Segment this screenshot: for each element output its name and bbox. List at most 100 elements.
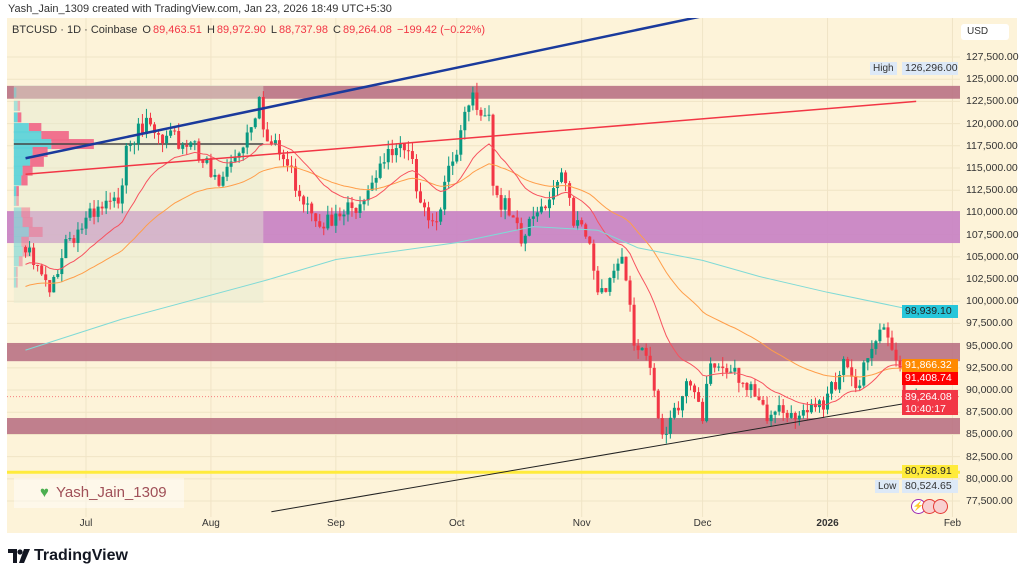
- candle-body: [153, 124, 157, 134]
- candle-body: [737, 367, 741, 383]
- volume-profile-up-bar: [13, 207, 22, 218]
- candle-body: [854, 376, 858, 389]
- candle-body: [253, 118, 257, 128]
- candle-body: [233, 157, 237, 162]
- candle-body: [181, 144, 185, 149]
- volume-profile-up-bar: [13, 217, 23, 228]
- candle-body: [551, 188, 555, 200]
- us-flag-event-icon[interactable]: [933, 499, 948, 514]
- chart-panel[interactable]: [7, 18, 1017, 533]
- candle-body: [201, 160, 205, 163]
- candle-body: [165, 135, 169, 144]
- candle-body: [302, 196, 306, 205]
- candle-body: [398, 143, 402, 149]
- candle-body: [306, 203, 310, 205]
- candle-body: [499, 195, 503, 210]
- candle-body: [826, 393, 830, 410]
- candle-body: [402, 143, 406, 151]
- candle-body: [217, 174, 221, 186]
- candle-body: [705, 383, 709, 422]
- candle-body: [294, 166, 298, 191]
- candle-body: [491, 114, 495, 186]
- candle-body: [249, 127, 253, 133]
- candle-body: [572, 197, 576, 226]
- candle-body: [310, 203, 314, 214]
- candle-body: [709, 363, 713, 384]
- currency-button[interactable]: USD: [961, 24, 1009, 40]
- candle-body: [846, 358, 850, 368]
- candle-body: [286, 159, 289, 166]
- candle-body: [898, 360, 902, 368]
- candle-body: [862, 362, 866, 386]
- candle-body: [801, 410, 805, 416]
- candle-body: [423, 202, 427, 208]
- candle-body: [834, 382, 838, 390]
- candle-body: [644, 347, 648, 356]
- candle-body: [809, 403, 813, 413]
- candle-body: [721, 366, 725, 369]
- candle-body: [96, 206, 100, 217]
- candle-body: [290, 165, 294, 167]
- candle-body: [366, 190, 370, 201]
- candle-body: [44, 274, 48, 281]
- volume-profile-down-bar: [32, 147, 48, 158]
- volume-profile-down-bar: [22, 165, 33, 176]
- candle-body: [588, 236, 592, 244]
- price-tick-label: 117,500.00: [966, 139, 1018, 152]
- volume-profile-up-bar: [13, 156, 31, 167]
- candle-body: [414, 159, 418, 192]
- candle-body: [878, 329, 882, 342]
- candle-body: [193, 141, 197, 143]
- candle-body: [334, 213, 338, 226]
- candle-body: [636, 345, 640, 351]
- candle-body: [88, 208, 92, 218]
- candle-body: [757, 396, 761, 400]
- candle-body: [753, 384, 757, 397]
- volume-profile-up-bar: [13, 186, 17, 197]
- candle-body: [346, 202, 350, 215]
- candle-body: [64, 239, 68, 259]
- candle-body: [531, 216, 535, 219]
- price-tick-label: 90,000.00: [966, 384, 1013, 397]
- volume-profile-down-bar: [17, 100, 21, 111]
- candle-body: [237, 153, 241, 158]
- candle-body: [80, 228, 84, 230]
- open-label: O: [142, 24, 151, 36]
- price-tick-label: 92,500.00: [966, 361, 1013, 374]
- candle-body: [225, 166, 229, 177]
- candle-body: [161, 134, 165, 144]
- candle-body: [560, 172, 564, 182]
- candle-body: [503, 198, 507, 210]
- symbol-info[interactable]: BTCUSD · 1D · Coinbase: [12, 24, 138, 36]
- candle-body: [830, 382, 834, 394]
- candle-body: [672, 407, 676, 418]
- candle-body: [326, 214, 330, 229]
- time-tick-label: Jul: [79, 518, 93, 529]
- candle-body: [483, 115, 487, 117]
- tradingview-logo[interactable]: TradingView: [8, 547, 128, 565]
- candle-body: [338, 213, 342, 217]
- candle-body: [185, 144, 189, 147]
- candle-body: [890, 337, 894, 350]
- candle-body: [362, 200, 366, 205]
- candle-body: [894, 349, 898, 361]
- volume-profile-down-bar: [30, 156, 44, 167]
- volume-profile-down-bar: [16, 277, 18, 288]
- high-label: H: [206, 24, 215, 36]
- red-trendline: [25, 100, 917, 175]
- candle-body: [467, 105, 471, 112]
- candle-body: [805, 410, 809, 413]
- candle-body: [439, 209, 443, 222]
- candle-body: [32, 247, 36, 265]
- candle-body: [858, 385, 862, 389]
- time-tick-label: Oct: [448, 518, 465, 529]
- candle-body: [543, 206, 547, 209]
- candle-body: [874, 341, 878, 349]
- candle-body: [713, 363, 717, 368]
- high-label-badge: High: [870, 62, 897, 75]
- sma200-line: [25, 226, 917, 351]
- ema-slow-line: [25, 163, 917, 378]
- author-watermark: ♥ Yash_Jain_1309: [14, 478, 184, 508]
- candle-body: [418, 191, 422, 203]
